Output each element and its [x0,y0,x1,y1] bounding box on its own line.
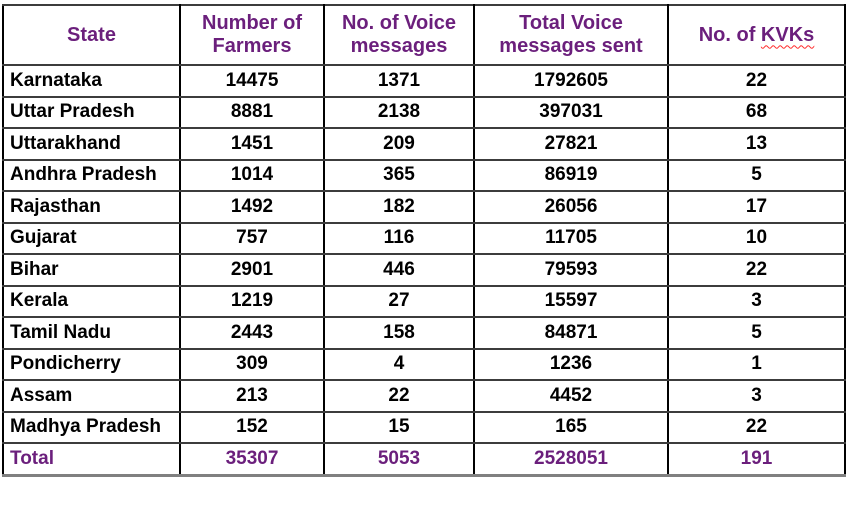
value-cell: 79593 [473,253,669,287]
value-cell: 14475 [179,64,325,98]
value-cell: 309 [179,347,325,381]
header-kvks-prefix: No. of [698,23,761,46]
state-cell: Bihar [2,253,181,287]
value-cell: 1492 [179,190,325,224]
header-no-of-voice-messages: No. of Voice messages [323,4,475,66]
value-cell: 152 [179,410,325,444]
table-row: Kerala 1219 27 15597 3 [2,284,846,318]
value-cell: 1014 [179,158,325,192]
state-voice-messages-table: State Number of Farmers No. of Voice mes… [2,4,846,477]
value-cell: 5 [667,316,846,350]
table-footer: Total 35307 5053 2528051 191 [2,442,846,476]
state-cell: Pondicherry [2,347,181,381]
state-cell: Tamil Nadu [2,316,181,350]
value-cell: 1792605 [473,64,669,98]
state-cell: Karnataka [2,64,181,98]
value-cell: 209 [323,127,475,161]
value-cell: 165 [473,410,669,444]
value-cell: 4452 [473,379,669,413]
value-cell: 86919 [473,158,669,192]
value-cell: 1451 [179,127,325,161]
value-cell: 3 [667,284,846,318]
value-cell: 27 [323,284,475,318]
header-kvks-word-spellcheck: KVKs [760,23,815,46]
header-row: State Number of Farmers No. of Voice mes… [2,4,846,66]
value-cell: 2443 [179,316,325,350]
value-cell: 116 [323,221,475,255]
state-cell: Madhya Pradesh [2,410,181,444]
value-cell: 27821 [473,127,669,161]
value-cell: 84871 [473,316,669,350]
state-cell: Kerala [2,284,181,318]
state-cell: Uttar Pradesh [2,95,181,129]
value-cell: 26056 [473,190,669,224]
table-row: Bihar 2901 446 79593 22 [2,253,846,287]
header-state: State [2,4,181,66]
value-cell: 1 [667,347,846,381]
header-total-voice-messages-sent: Total Voice messages sent [473,4,669,66]
total-row: Total 35307 5053 2528051 191 [2,442,846,476]
header-no-of-kvks: No. of KVKs [667,4,846,66]
value-cell: 11705 [473,221,669,255]
value-cell: 13 [667,127,846,161]
table-row: Pondicherry 309 4 1236 1 [2,347,846,381]
header-number-of-farmers: Number of Farmers [179,4,325,66]
table-row: Uttar Pradesh 8881 2138 397031 68 [2,95,846,129]
value-cell: 22 [667,64,846,98]
value-cell: 10 [667,221,846,255]
value-cell: 1219 [179,284,325,318]
state-voice-messages-table-wrap: State Number of Farmers No. of Voice mes… [2,4,846,477]
state-cell: Andhra Pradesh [2,158,181,192]
value-cell: 1236 [473,347,669,381]
table-row: Karnataka 14475 1371 1792605 22 [2,64,846,98]
value-cell: 757 [179,221,325,255]
value-cell: 8881 [179,95,325,129]
value-cell: 446 [323,253,475,287]
value-cell: 22 [667,253,846,287]
value-cell: 68 [667,95,846,129]
total-voice-messages-sent: 2528051 [473,442,669,476]
value-cell: 2138 [323,95,475,129]
value-cell: 15 [323,410,475,444]
total-farmers: 35307 [179,442,325,476]
table-row: Madhya Pradesh 152 15 165 22 [2,410,846,444]
total-kvks: 191 [667,442,846,476]
value-cell: 17 [667,190,846,224]
table-row: Andhra Pradesh 1014 365 86919 5 [2,158,846,192]
value-cell: 182 [323,190,475,224]
total-label: Total [2,442,181,476]
state-cell: Assam [2,379,181,413]
value-cell: 397031 [473,95,669,129]
value-cell: 5 [667,158,846,192]
table-row: Assam 213 22 4452 3 [2,379,846,413]
table-row: Tamil Nadu 2443 158 84871 5 [2,316,846,350]
value-cell: 2901 [179,253,325,287]
state-cell: Rajasthan [2,190,181,224]
value-cell: 158 [323,316,475,350]
table-row: Uttarakhand 1451 209 27821 13 [2,127,846,161]
state-cell: Gujarat [2,221,181,255]
value-cell: 15597 [473,284,669,318]
table-row: Rajasthan 1492 182 26056 17 [2,190,846,224]
value-cell: 365 [323,158,475,192]
value-cell: 3 [667,379,846,413]
total-voice-messages: 5053 [323,442,475,476]
state-cell: Uttarakhand [2,127,181,161]
value-cell: 22 [667,410,846,444]
table-body: Karnataka 14475 1371 1792605 22 Uttar Pradesh… [2,64,846,444]
value-cell: 4 [323,347,475,381]
value-cell: 1371 [323,64,475,98]
table-header: State Number of Farmers No. of Voice mes… [2,4,846,66]
value-cell: 213 [179,379,325,413]
value-cell: 22 [323,379,475,413]
table-row: Gujarat 757 116 11705 10 [2,221,846,255]
